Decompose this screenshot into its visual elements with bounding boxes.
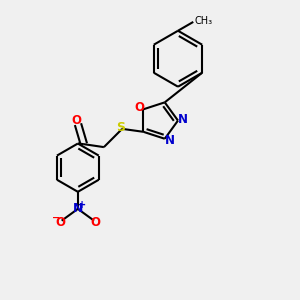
Text: O: O [55, 216, 65, 229]
Text: O: O [91, 216, 101, 229]
Text: N: N [178, 112, 188, 126]
Text: +: + [78, 200, 86, 210]
Text: O: O [71, 114, 82, 127]
Text: O: O [135, 101, 145, 114]
Text: S: S [116, 122, 125, 134]
Text: −: − [52, 213, 60, 223]
Text: CH₃: CH₃ [195, 16, 213, 26]
Text: N: N [164, 134, 175, 147]
Text: N: N [73, 202, 83, 215]
